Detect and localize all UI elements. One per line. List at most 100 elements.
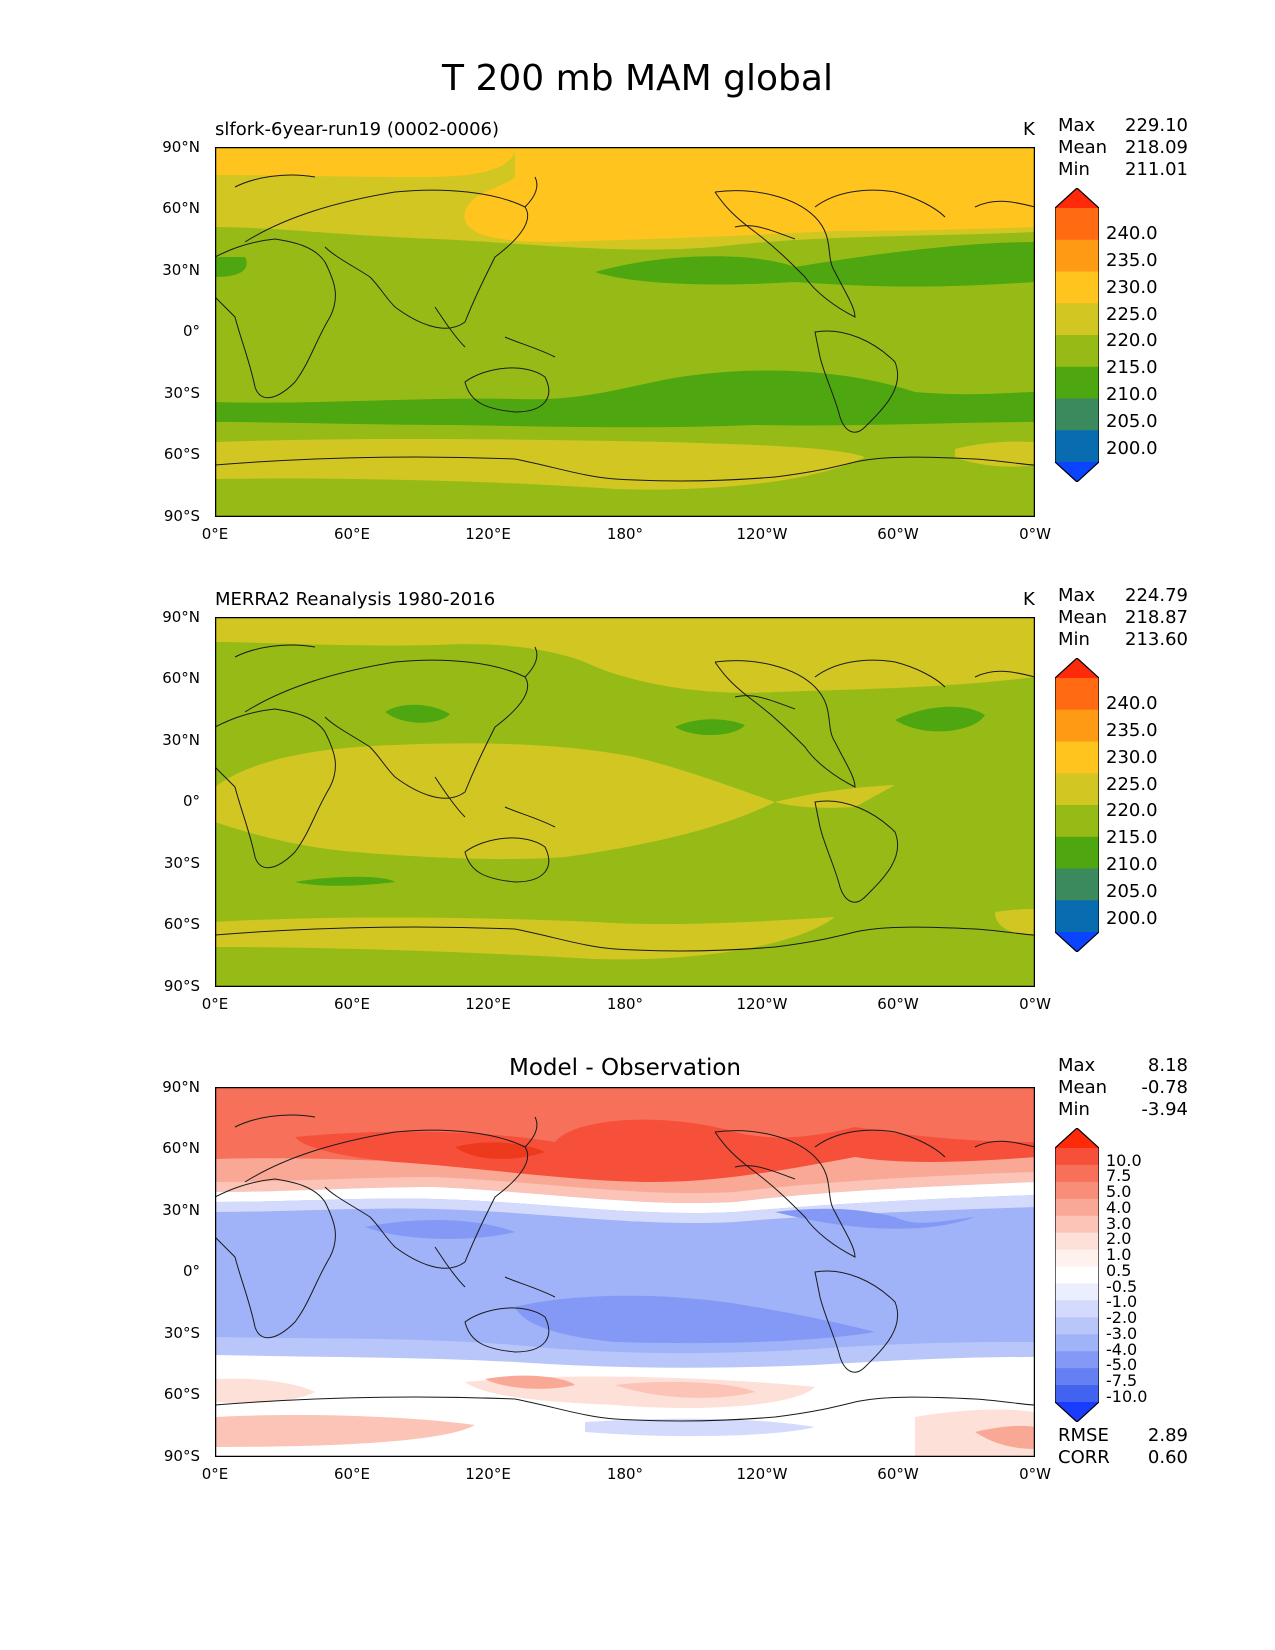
contour-map bbox=[215, 1087, 1035, 1457]
colorbar-swatch bbox=[1055, 1148, 1099, 1166]
map-frame bbox=[215, 1087, 1035, 1457]
colorbar-swatch bbox=[1055, 709, 1099, 742]
contour-map bbox=[215, 147, 1035, 517]
y-tick: 90°N bbox=[162, 138, 200, 156]
colorbar-swatch bbox=[1055, 868, 1099, 901]
contour-band-zero-north bbox=[215, 1182, 1035, 1214]
x-tick: 0°W bbox=[1019, 1465, 1051, 1483]
contour-band-neg4-south bbox=[515, 1295, 875, 1344]
colorbar-label: -7.5 bbox=[1106, 1371, 1138, 1390]
colorbar-label: 235.0 bbox=[1106, 250, 1158, 271]
x-tick: 0°E bbox=[201, 525, 229, 543]
contour-band-210-asia bbox=[385, 704, 450, 723]
colorbar-swatch bbox=[1055, 836, 1099, 869]
contour-band-pos7 bbox=[295, 1119, 1035, 1182]
max-value: 229.10 bbox=[1125, 115, 1188, 136]
contour-band-pos3-south-a bbox=[485, 1375, 575, 1389]
colorbar-label: 230.0 bbox=[1106, 747, 1158, 768]
y-tick: 90°S bbox=[163, 1447, 200, 1465]
max-label: Max bbox=[1058, 585, 1096, 606]
contour-band-210-north bbox=[595, 242, 1035, 287]
units-label: K bbox=[1023, 119, 1035, 140]
contour-band-neg1 bbox=[215, 1195, 1035, 1224]
colorbar-label: -10.0 bbox=[1106, 1387, 1148, 1406]
min-value: 213.60 bbox=[1125, 629, 1188, 650]
x-tick: 60°W bbox=[877, 525, 919, 543]
colorbar-swatch bbox=[1055, 1198, 1099, 1217]
colorbar-swatch bbox=[1055, 239, 1099, 272]
colorbar-label: -2.0 bbox=[1106, 1308, 1138, 1327]
colorbar-swatch bbox=[1055, 1283, 1099, 1301]
contour-band-210-atlantic bbox=[895, 706, 985, 732]
x-tick: 120°E bbox=[465, 1465, 511, 1483]
stats-box: Max 229.10 Mean 218.09 Min 211.01 bbox=[1058, 115, 1188, 181]
colorbar-swatch bbox=[1055, 1385, 1099, 1403]
contour-band-210-south bbox=[215, 370, 1035, 428]
colorbar-label: -4.0 bbox=[1106, 1340, 1138, 1359]
map-frame bbox=[215, 617, 1035, 987]
corr-label: CORR bbox=[1058, 1447, 1110, 1468]
colorbar-swatch bbox=[1055, 430, 1099, 463]
colorbar-label: 240.0 bbox=[1106, 693, 1158, 714]
colorbar-label: 215.0 bbox=[1106, 827, 1158, 848]
panel-title: Model - Observation bbox=[508, 1055, 742, 1081]
colorbar-label: 10.0 bbox=[1106, 1151, 1142, 1170]
y-tick: 60°N bbox=[162, 669, 200, 687]
colorbar-label: 7.5 bbox=[1106, 1166, 1132, 1185]
x-tick: 60°E bbox=[333, 995, 371, 1013]
y-tick: 90°N bbox=[162, 1078, 200, 1096]
y-tick: 30°N bbox=[162, 731, 200, 749]
x-tick: 180° bbox=[606, 995, 644, 1013]
contour-band-220-tropics bbox=[215, 743, 775, 860]
contour-band-neg1-antarctic bbox=[585, 1418, 815, 1437]
colorbar-label: 1.0 bbox=[1106, 1245, 1132, 1264]
colorbar-swatch bbox=[1055, 678, 1099, 711]
y-tick: 60°N bbox=[162, 1139, 200, 1157]
x-tick: 120°W bbox=[736, 995, 788, 1013]
colorbar-swatch bbox=[1055, 900, 1099, 933]
mean-value: 218.09 bbox=[1125, 137, 1188, 158]
colorbar-label: 210.0 bbox=[1106, 854, 1158, 875]
colorbar-label: 215.0 bbox=[1106, 357, 1158, 378]
mean-label: Mean bbox=[1058, 607, 1108, 628]
contour-band-220-southeast bbox=[955, 441, 1035, 467]
mean-value: 218.87 bbox=[1125, 607, 1188, 628]
contour-map bbox=[215, 617, 1035, 987]
colorbar-swatch bbox=[1055, 1334, 1099, 1352]
contour-band-210-pacific bbox=[675, 719, 745, 736]
figure-title: T 200 mb MAM global bbox=[442, 58, 833, 99]
contour-band-neg4-pacific bbox=[775, 1208, 975, 1229]
contour-band-225-west bbox=[215, 147, 515, 177]
mean-label: Mean bbox=[1058, 137, 1108, 158]
y-tick: 90°S bbox=[163, 507, 200, 525]
y-tick: 60°S bbox=[163, 1385, 200, 1403]
map-frame bbox=[215, 147, 1035, 517]
colorbar-swatch bbox=[1055, 398, 1099, 431]
colorbar-swatch bbox=[1055, 1181, 1099, 1200]
colorbar-label: 2.0 bbox=[1106, 1229, 1132, 1248]
colorbar-swatch bbox=[1055, 741, 1099, 774]
colorbar-swatch bbox=[1055, 188, 1099, 208]
x-tick: 120°W bbox=[736, 1465, 788, 1483]
colorbar-swatch bbox=[1055, 1300, 1099, 1318]
contour-band-210-west bbox=[215, 257, 247, 277]
colorbar-swatch bbox=[1055, 1215, 1099, 1234]
max-label: Max bbox=[1058, 115, 1096, 136]
x-tick: 60°E bbox=[333, 525, 371, 543]
colorbar-swatch bbox=[1055, 1351, 1099, 1369]
panel-model: slfork-6year-run19 (0002-0006) K Max 229.… bbox=[0, 115, 1275, 585]
contour-band-210-south bbox=[295, 876, 395, 886]
max-value: 8.18 bbox=[1147, 1055, 1188, 1076]
colorbar-swatch bbox=[1055, 1232, 1099, 1251]
colorbar-swatch bbox=[1055, 303, 1099, 336]
colorbar-label: -0.5 bbox=[1106, 1277, 1138, 1296]
min-value: -3.94 bbox=[1141, 1099, 1188, 1120]
x-tick: 0°E bbox=[201, 1465, 229, 1483]
x-tick: 0°W bbox=[1019, 525, 1051, 543]
panel-title: MERRA2 Reanalysis 1980-2016 bbox=[215, 589, 496, 610]
colorbar-swatch bbox=[1055, 271, 1099, 304]
y-tick: 30°S bbox=[163, 384, 200, 402]
panel-observation: MERRA2 Reanalysis 1980-2016 K Max 224.79 … bbox=[0, 585, 1275, 1055]
contour-band-225 bbox=[215, 147, 1035, 242]
colorbar-label: 240.0 bbox=[1106, 223, 1158, 244]
